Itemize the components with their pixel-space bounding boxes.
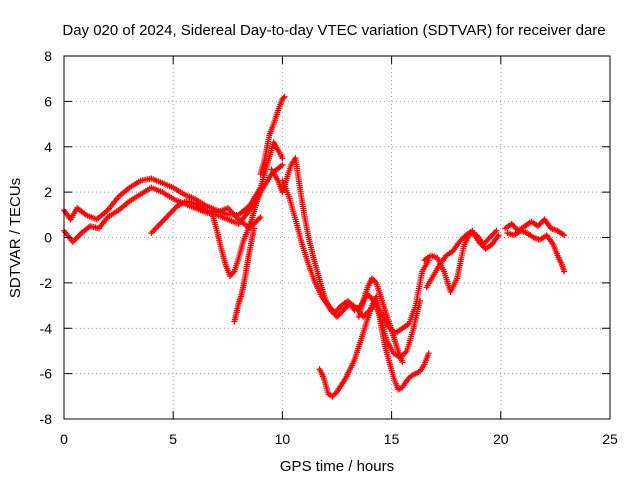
data-point-marker [333, 308, 340, 315]
y-tick-label: -8 [40, 411, 53, 427]
data-point-marker [561, 232, 568, 239]
x-tick-label: 5 [169, 431, 177, 447]
x-tick-labels: 0 5 10 15 20 25 [60, 431, 618, 447]
data-point-marker [402, 349, 409, 356]
data-point-marker [490, 230, 497, 237]
data-point-marker [325, 302, 332, 309]
series-track-n [504, 227, 568, 275]
data-point-marker [492, 229, 499, 236]
y-tick-label: -6 [40, 366, 53, 382]
series-track-g [268, 155, 432, 336]
series-track-i [316, 293, 432, 400]
data-point-marker [457, 237, 464, 244]
data-point-marker [401, 350, 408, 357]
data-point-marker [456, 239, 463, 246]
data-point-marker [367, 293, 374, 300]
data-point-marker [477, 240, 484, 247]
data-point-marker [425, 350, 432, 357]
data-point-marker [479, 243, 486, 250]
data-point-marker [334, 306, 341, 313]
data-point-marker [362, 311, 369, 318]
data-point-marker [460, 234, 467, 241]
x-tick-label: 10 [275, 431, 291, 447]
data-point-marker [256, 215, 263, 222]
data-point-marker [281, 93, 288, 100]
series-track-a [61, 139, 286, 223]
series-track-m [502, 216, 568, 239]
series-track-j [355, 275, 406, 366]
series-track-e [231, 225, 258, 325]
y-tick-label: 2 [44, 184, 52, 200]
x-tick-label: 25 [602, 431, 618, 447]
data-point-marker [534, 223, 541, 230]
y-tick-label: 4 [44, 139, 52, 155]
data-point-marker [340, 307, 347, 314]
y-axis-label: SDTVAR / TECUs [7, 178, 24, 298]
data-point-marker [511, 223, 518, 230]
data-point-marker [399, 359, 406, 366]
data-point-marker [230, 210, 237, 217]
grid-lines [64, 56, 610, 419]
data-point-marker [482, 238, 489, 245]
data-point-marker [486, 234, 493, 241]
data-point-marker [329, 306, 336, 313]
data-point-marker [331, 309, 338, 316]
chart-title: Day 020 of 2024, Sidereal Day-to-day VTE… [62, 22, 605, 39]
data-point-marker [326, 303, 333, 310]
series-track-d [209, 189, 264, 280]
data-point-marker [339, 308, 346, 315]
data-point-marker [337, 309, 344, 316]
data-point-marker [484, 237, 491, 244]
x-tick-label: 20 [493, 431, 509, 447]
y-tick-label: -4 [40, 320, 53, 336]
data-point-marker [478, 241, 485, 248]
data-point-marker [475, 239, 482, 246]
data-point-marker [327, 305, 334, 312]
y-tick-label: 8 [44, 48, 52, 64]
data-point-marker [458, 236, 465, 243]
data-point-marker [485, 235, 492, 242]
data-points [61, 93, 568, 400]
y-tick-label: 6 [44, 93, 52, 109]
data-point-marker [254, 216, 261, 223]
data-point-marker [341, 305, 348, 312]
data-point-marker [416, 298, 423, 305]
data-point-marker [226, 206, 233, 213]
axis-ticks [63, 55, 611, 420]
data-point-marker [335, 305, 342, 312]
data-point-marker [257, 189, 264, 196]
data-point-marker [512, 224, 519, 231]
data-point-marker [493, 227, 500, 234]
data-point-marker [251, 225, 258, 232]
y-tick-label: 0 [44, 230, 52, 246]
data-point-marker [334, 313, 340, 320]
series-track-f [257, 93, 288, 177]
data-point-marker [495, 232, 502, 239]
data-point-marker [510, 222, 517, 229]
data-point-marker [488, 233, 495, 240]
series-track-h [279, 177, 423, 361]
x-tick-label: 0 [60, 431, 68, 447]
y-tick-label: -2 [40, 275, 53, 291]
data-point-marker [280, 94, 287, 101]
data-point-marker [279, 155, 286, 162]
data-point-marker [561, 268, 568, 275]
data-point-marker [508, 220, 515, 227]
data-point-marker [279, 161, 286, 168]
data-point-marker [335, 312, 342, 319]
x-tick-label: 15 [384, 431, 400, 447]
x-axis-label: GPS time / hours [280, 458, 394, 475]
data-point-marker [537, 220, 544, 227]
y-tick-labels: -8 -6 -4 -2 0 2 4 6 8 [40, 48, 53, 427]
series-track-l [423, 227, 502, 291]
data-point-marker [257, 214, 264, 221]
data-point-marker [536, 221, 543, 228]
data-point-marker [489, 231, 496, 238]
data-point-marker [336, 311, 343, 318]
data-point-marker [343, 304, 350, 311]
